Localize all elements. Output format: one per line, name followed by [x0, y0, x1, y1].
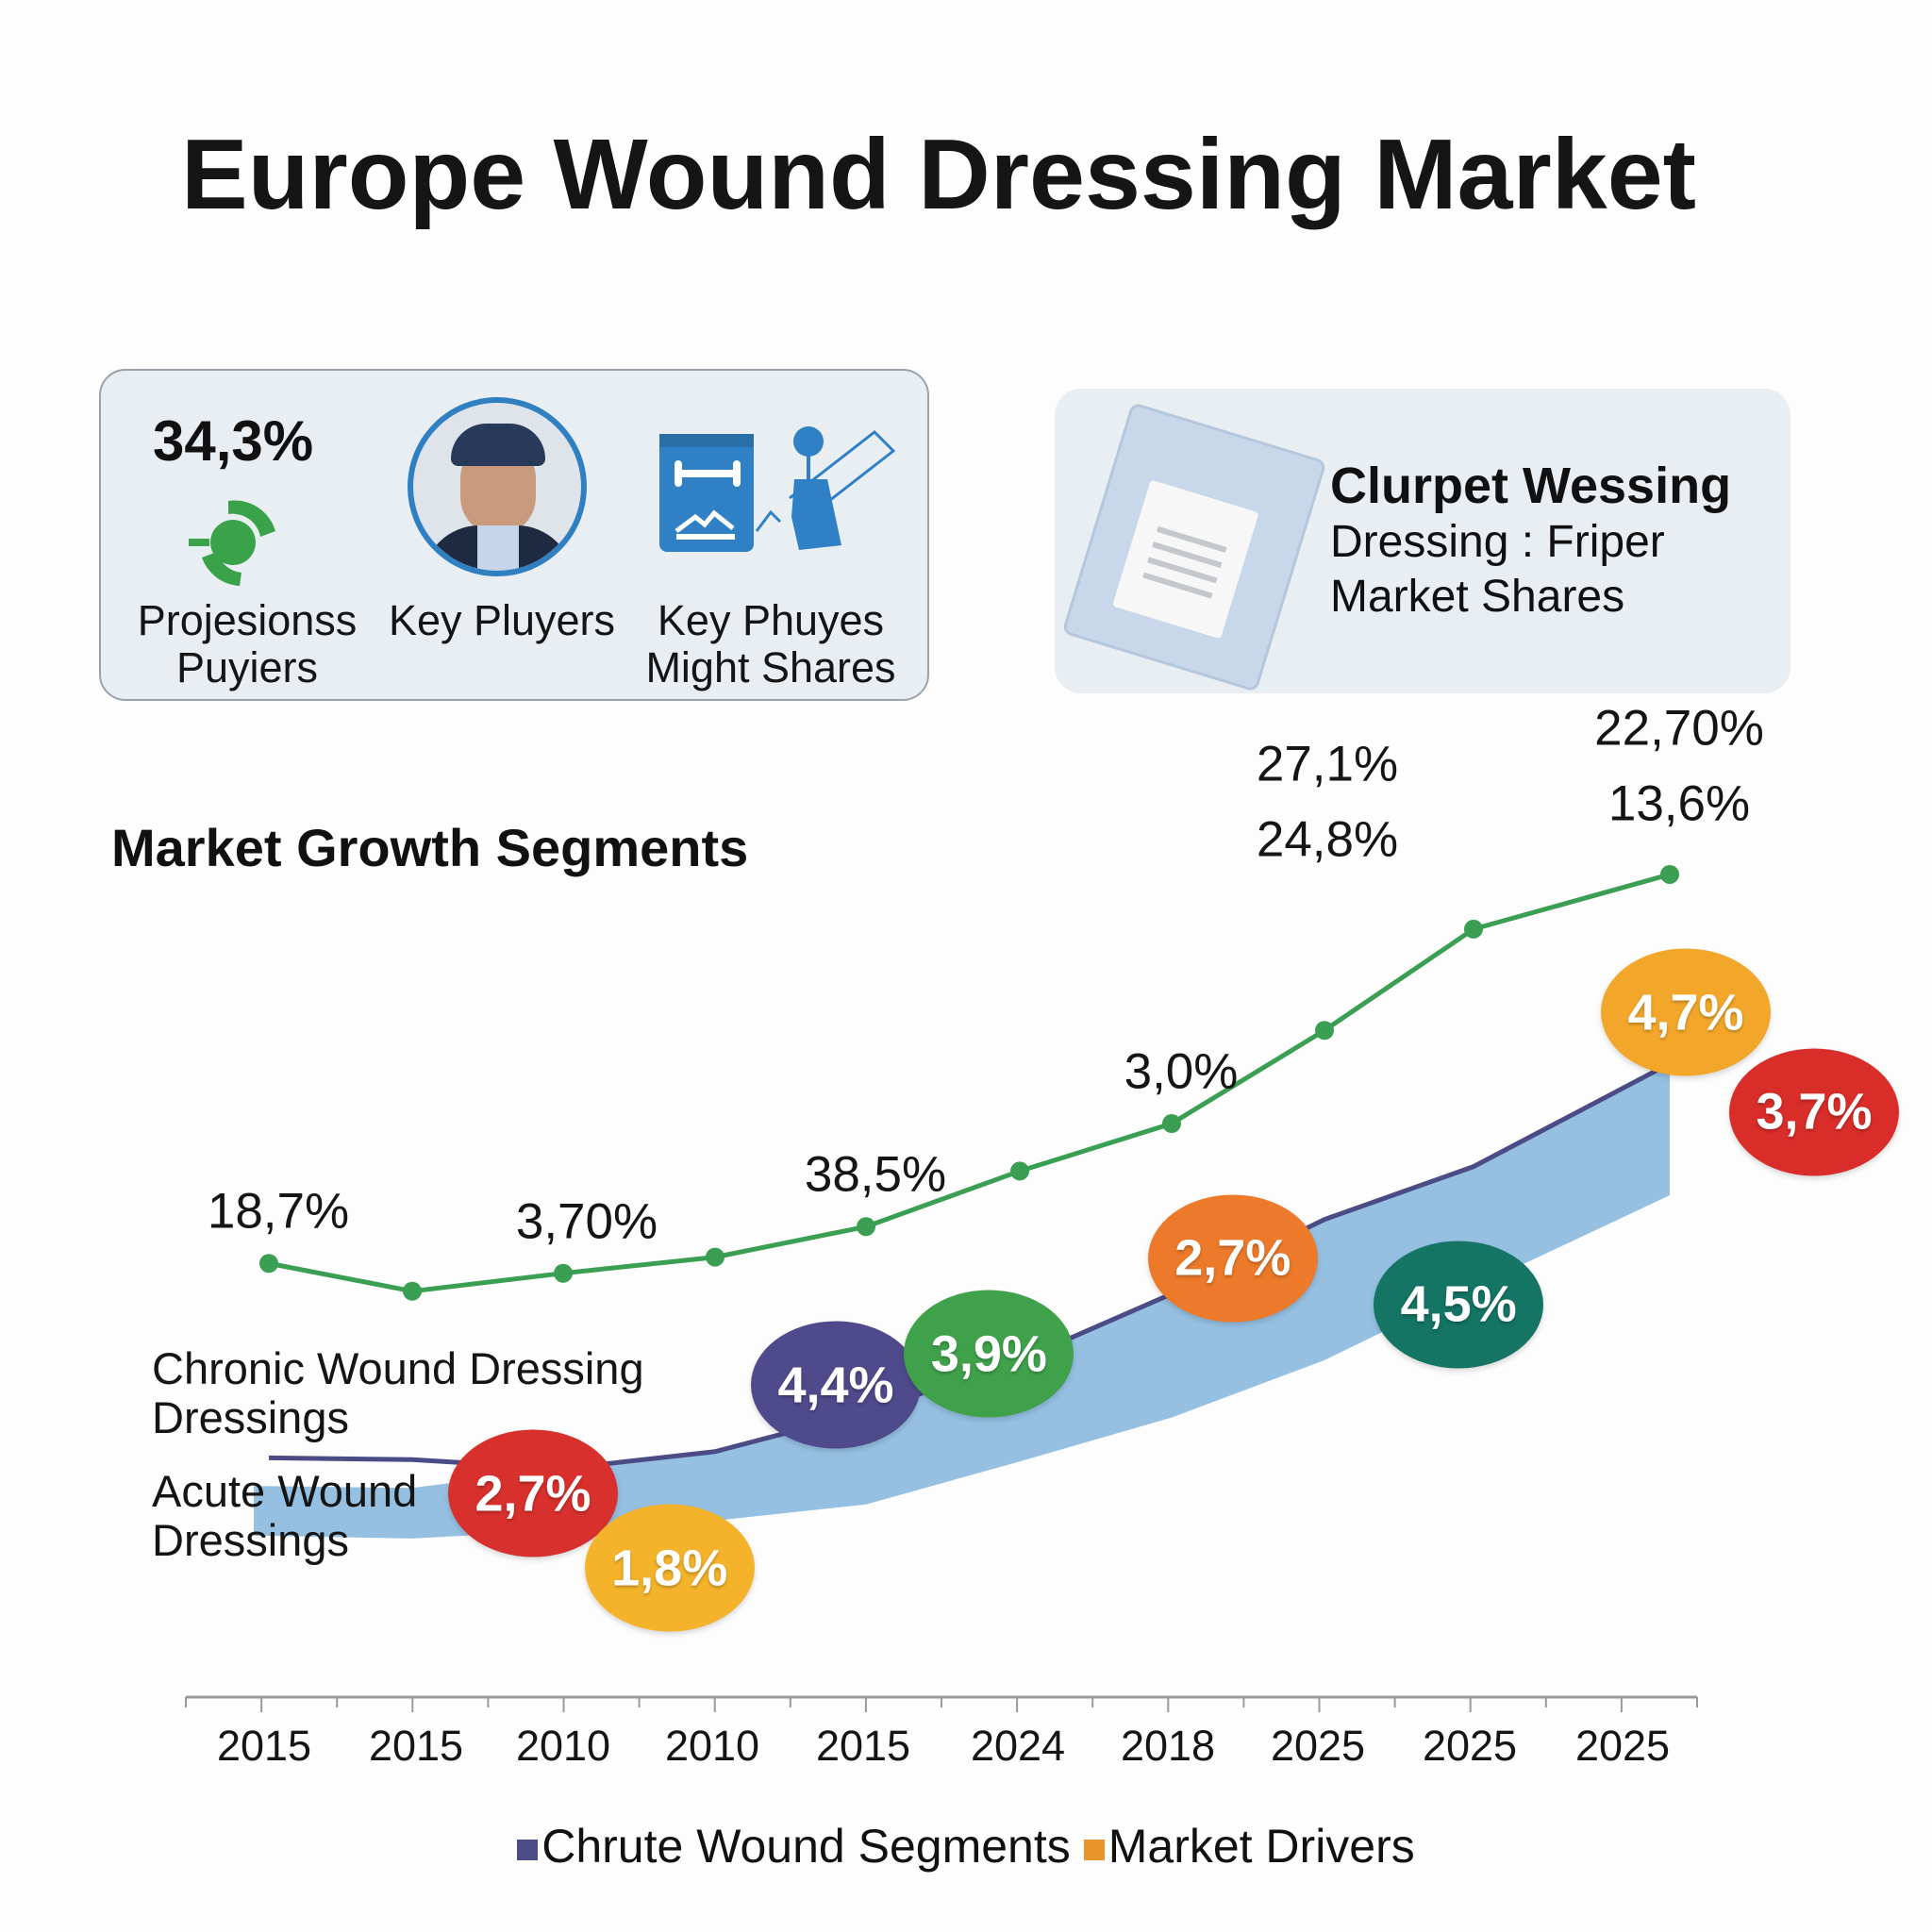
- x-tick-label: 2010: [664, 1722, 760, 1770]
- person-avatar: [408, 397, 587, 576]
- value-bubble: 4,5%: [1374, 1241, 1544, 1369]
- value-bubble: 4,7%: [1601, 948, 1771, 1076]
- point-label: 38,5%: [804, 1146, 947, 1203]
- series-label-chronic-line-2: Dressings: [152, 1392, 349, 1442]
- market-growth-point: [1315, 1021, 1334, 1041]
- value-bubble: 2,7%: [448, 1429, 618, 1557]
- point-label: 3,0%: [1124, 1043, 1239, 1100]
- market-growth-point: [1464, 919, 1483, 939]
- stat-value: 34,3%: [153, 409, 314, 473]
- legend-swatch: [517, 1839, 539, 1860]
- market-growth-point: [554, 1263, 573, 1283]
- market-shares-label: Key Phuyes Might Shares: [629, 597, 912, 691]
- x-tick-label: 2025: [1574, 1722, 1671, 1770]
- point-label: 18,7%: [207, 1183, 350, 1240]
- market-shares-label-line-2: Might Shares: [645, 643, 896, 691]
- market-growth-point: [706, 1247, 724, 1267]
- legend: Chrute Wound Segments Market Drivers: [0, 1819, 1932, 1874]
- x-tick-label: 2015: [815, 1722, 911, 1770]
- x-tick-label: 2010: [515, 1722, 611, 1770]
- value-bubble: 1,8%: [584, 1504, 755, 1632]
- market-growth-line: [268, 872, 1671, 1294]
- x-tick-label: 2015: [216, 1722, 312, 1770]
- green-cycle-icon: [189, 500, 275, 586]
- series-label-acute: Acute Wound Dressings: [152, 1467, 417, 1565]
- point-label: 27,1%: [1256, 736, 1399, 792]
- metric-label-line-1: Projesionss: [137, 596, 358, 644]
- market-growth-point: [259, 1254, 278, 1274]
- market-growth-point: [403, 1281, 422, 1301]
- value-bubble: 3,9%: [904, 1290, 1074, 1418]
- series-label-acute-line-2: Dressings: [152, 1515, 349, 1565]
- series-label-chronic: Chronic Wound Dressing Dressings: [152, 1344, 644, 1442]
- blue-market-icon: [659, 426, 896, 552]
- value-bubble: 3,7%: [1729, 1048, 1899, 1176]
- page-title: Europe Wound Dressing Market: [181, 119, 1696, 230]
- key-players-label: Key Pluyers: [388, 596, 616, 644]
- chart-title: Market Growth Segments: [111, 818, 749, 877]
- product-subtitle-line-1: Dressing : Friper: [1330, 517, 1665, 567]
- legend-label: Market Drivers: [1108, 1820, 1415, 1873]
- market-growth-point: [1660, 864, 1679, 884]
- product-title: Clurpet Wessing: [1330, 458, 1732, 514]
- legend-item-chronic: Chrute Wound Segments: [517, 1819, 1071, 1874]
- point-label: 24,8%: [1256, 811, 1399, 868]
- point-label: 13,6%: [1607, 775, 1751, 832]
- metric-label-line-2: Puyiers: [175, 643, 319, 691]
- metric-label: Projesionss Puyiers: [120, 597, 375, 691]
- product-subtitle: Dressing : Friper Market Shares: [1330, 515, 1665, 625]
- legend-item-drivers: Market Drivers: [1083, 1819, 1415, 1874]
- x-tick-label: 2025: [1270, 1722, 1366, 1770]
- legend-label: Chrute Wound Segments: [541, 1820, 1071, 1873]
- key-metrics-card: 34,3% Projesionss Puyiers Key Pluyers Ke…: [99, 369, 929, 701]
- point-label: 22,70%: [1594, 700, 1764, 757]
- product-card: Clurpet Wessing Dressing : Friper Market…: [1055, 389, 1790, 693]
- x-tick-label: 2025: [1422, 1722, 1518, 1770]
- series-label-acute-line-1: Acute Wound: [152, 1466, 418, 1516]
- market-shares-label-line-1: Key Phuyes: [657, 596, 885, 644]
- value-bubble: 4,4%: [751, 1321, 921, 1449]
- market-growth-point: [1010, 1161, 1029, 1181]
- value-bubble: 2,7%: [1147, 1194, 1318, 1323]
- x-tick-label: 2024: [970, 1722, 1066, 1770]
- x-tick-label: 2015: [368, 1722, 464, 1770]
- market-growth-point: [1162, 1114, 1181, 1134]
- x-tick-label: 2018: [1120, 1722, 1216, 1770]
- point-label: 3,70%: [515, 1193, 658, 1250]
- product-subtitle-line-2: Market Shares: [1330, 572, 1625, 622]
- market-growth-point: [857, 1217, 875, 1237]
- series-label-chronic-line-1: Chronic Wound Dressing: [152, 1343, 644, 1393]
- legend-swatch: [1083, 1839, 1105, 1860]
